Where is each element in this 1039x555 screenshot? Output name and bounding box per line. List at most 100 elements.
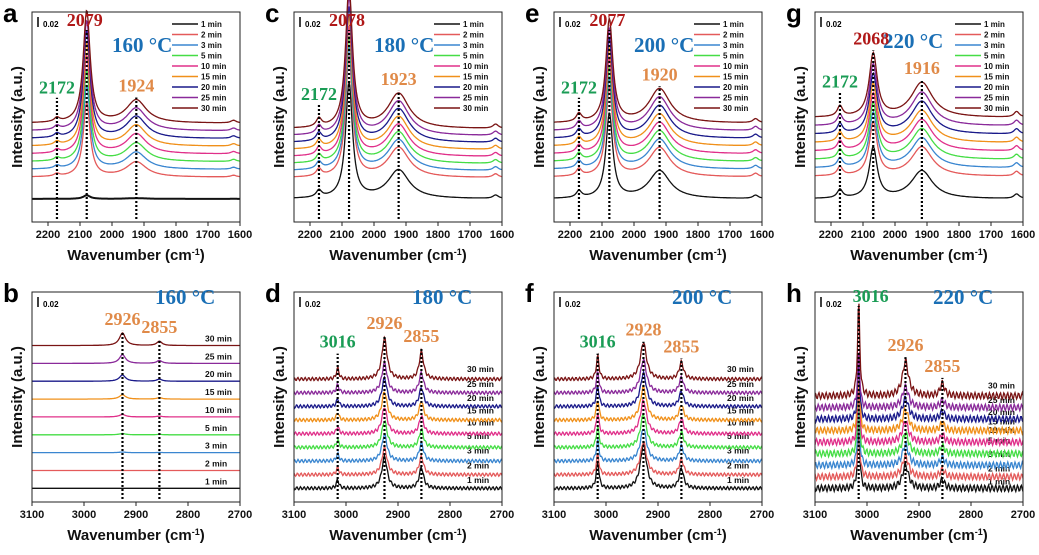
series-line-1-min (815, 145, 1024, 199)
series-line-5-min (32, 432, 240, 436)
legend-label: 15 min (201, 73, 226, 82)
series-line-1-min (553, 440, 763, 491)
x-tick-label: 2800 (438, 509, 462, 521)
legend-label: 20 min (984, 83, 1009, 92)
series-line-20-min (553, 369, 763, 410)
scale-bar-label: 0.02 (826, 20, 842, 29)
legend-label: 1 min (201, 20, 222, 29)
series-label: 30 min (467, 364, 494, 374)
panel-letter: f (525, 280, 534, 308)
panel-letter: g (786, 0, 802, 28)
temperature-label: 180 °C (374, 33, 434, 57)
series-line-10-min (553, 398, 763, 437)
temperature-label: 200 °C (672, 285, 732, 309)
series-line-30-min (815, 51, 1024, 118)
plot-frame (31, 11, 241, 223)
x-tick-label: 3100 (542, 509, 566, 521)
x-tick-label: 1900 (132, 229, 156, 241)
panel-letter: d (265, 280, 281, 308)
series-line-2-min (814, 421, 1024, 483)
series-label: 30 min (727, 364, 754, 374)
legend-label: 1 min (463, 20, 484, 29)
peak-label: 2172 (561, 78, 597, 98)
x-tick-label: 2200 (36, 229, 60, 241)
x-tick-label: 3100 (20, 509, 44, 521)
x-tick-label: 3100 (282, 509, 306, 521)
peak-label: 3016 (853, 286, 889, 306)
x-tick-label: 2000 (883, 229, 907, 241)
series-line-25-min (553, 358, 763, 396)
legend-label: 25 min (723, 94, 748, 103)
series-label: 25 min (467, 379, 494, 389)
series-line-25-min (293, 358, 503, 396)
y-axis-label: Intensity (a.u.) (792, 66, 809, 168)
series-line-20-min (814, 71, 1024, 135)
legend-label: 10 min (723, 62, 748, 71)
x-tick-label: 2800 (959, 509, 983, 521)
series-line-5-min (293, 419, 503, 451)
series-line-20-min (32, 29, 241, 139)
series-line-15-min (815, 81, 1024, 143)
x-tick-label: 2700 (750, 509, 774, 521)
series-label: 5 min (467, 431, 489, 441)
peak-label: 1923 (381, 69, 417, 89)
temperature-label: 160 °C (155, 285, 215, 309)
peak-label: 3016 (580, 332, 616, 352)
peak-label: 2078 (329, 10, 365, 30)
series-line-3-min (815, 408, 1024, 471)
legend-label: 1 min (723, 20, 744, 29)
temperature-label: 220 °C (883, 29, 943, 53)
temperature-label: 200 °C (634, 33, 694, 57)
series-label: 10 min (205, 405, 232, 415)
chart-svg: 2200 2100 2000 1900 1800 1700 1600 Wavenumber (… (265, 0, 514, 264)
series-line-30-min (553, 342, 763, 382)
x-tick-label: 3000 (334, 509, 358, 521)
legend-label: 15 min (463, 73, 488, 82)
peak-label: 2855 (663, 336, 699, 356)
legend-label: 20 min (201, 83, 226, 92)
series-line-10-min (293, 26, 503, 157)
x-tick-label: 2100 (590, 229, 614, 241)
series-line-3-min (32, 451, 240, 454)
x-tick-label: 2700 (228, 509, 252, 521)
x-axis-label: Wavenumber (cm-1) (329, 247, 467, 264)
y-axis-label: Intensity (a.u.) (531, 66, 548, 168)
legend-label: 2 min (984, 31, 1005, 40)
series-label: 30 min (205, 334, 232, 344)
series-line-10-min (554, 55, 763, 154)
panel-b: 1 min 2 min 3 min 5 min 10 min 15 min 20 min 25… (0, 278, 260, 550)
series-label: 20 min (988, 407, 1015, 417)
series-line-3-min (294, 433, 503, 464)
peak-label: 2172 (301, 84, 337, 104)
series-line-30-min (32, 9, 241, 124)
legend-label: 30 min (984, 104, 1009, 113)
x-tick-label: 3100 (803, 509, 827, 521)
peak-label: 2172 (822, 71, 858, 91)
x-tick-label: 2100 (68, 229, 92, 241)
series-label: 15 min (467, 405, 494, 415)
chart-svg: 1 min 2 min 3 min 5 min 10 min 15 min 20 min 25… (265, 278, 514, 544)
series-line-10-min (293, 407, 503, 437)
legend-label: 3 min (984, 41, 1005, 50)
x-tick-label: 3000 (594, 509, 618, 521)
legend-label: 30 min (463, 104, 488, 113)
series-line-10-min (814, 389, 1024, 448)
x-tick-label: 2900 (646, 509, 670, 521)
x-tick-label: 1600 (490, 229, 514, 241)
x-tick-label: 2200 (819, 229, 843, 241)
series-line-1-min (554, 111, 763, 199)
x-tick-label: 2700 (1011, 509, 1035, 521)
x-tick-label: 1800 (686, 229, 710, 241)
x-axis-label: Wavenumber (cm-1) (589, 527, 727, 544)
x-tick-label: 2700 (490, 509, 514, 521)
x-tick-label: 2800 (698, 509, 722, 521)
series-line-15-min (293, 391, 503, 423)
peak-label: 2928 (625, 320, 661, 340)
series-line-1-min (293, 453, 503, 492)
panel-letter: b (3, 280, 19, 308)
peak-label: 2077 (589, 10, 625, 30)
peak-label: 2855 (924, 356, 960, 376)
scale-bar-label: 0.02 (305, 20, 321, 29)
peak-label: 2068 (853, 28, 889, 48)
series-label: 3 min (205, 441, 227, 451)
